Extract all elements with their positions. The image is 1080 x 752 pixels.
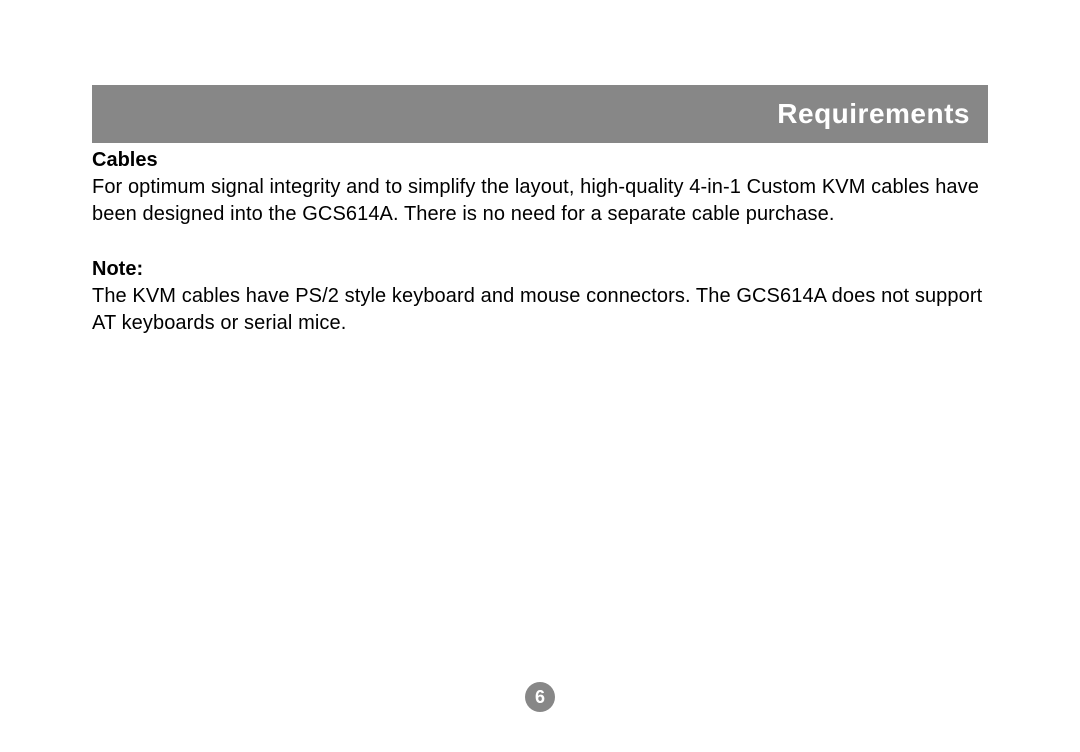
section-heading-cables: Cables [92, 149, 988, 172]
section-heading-note: Note: [92, 258, 988, 281]
page-number-badge: 6 [525, 682, 555, 712]
header-bar: Requirements [92, 85, 988, 143]
document-page: Requirements Cables For optimum signal i… [0, 0, 1080, 752]
page-number-container: 6 [0, 682, 1080, 712]
section-gap [92, 228, 988, 252]
page-number-text: 6 [535, 687, 545, 708]
section-body-cables: For optimum signal integrity and to simp… [92, 174, 988, 228]
section-body-note: The KVM cables have PS/2 style keyboard … [92, 283, 988, 337]
header-title: Requirements [777, 98, 970, 130]
